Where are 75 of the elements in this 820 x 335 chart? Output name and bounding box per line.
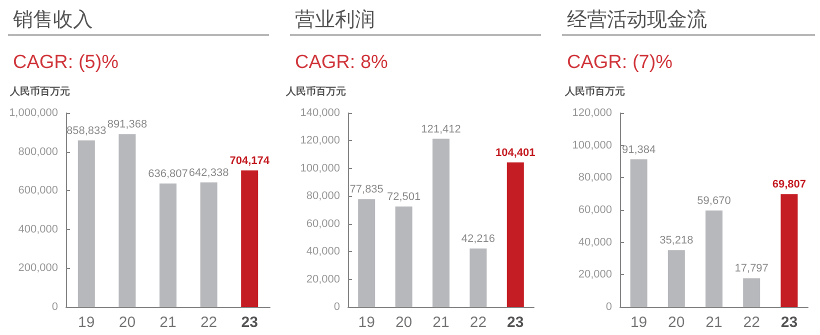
x-tick-label: 19 (630, 314, 648, 331)
data-label: 72,501 (386, 191, 421, 204)
data-label: 704,174 (230, 154, 270, 167)
bar (395, 206, 412, 307)
data-label: 642,338 (188, 166, 229, 179)
x-tick-label: 23 (780, 314, 798, 331)
chart-title: 经营活动现金流 (567, 7, 707, 31)
bar (668, 250, 685, 307)
data-label: 104,401 (496, 146, 536, 159)
bar (241, 170, 258, 307)
y-tick-label: 20,000 (578, 268, 612, 281)
bar (506, 162, 524, 307)
y-tick-label: 400,000 (18, 223, 58, 236)
y-tick-label: 100,000 (300, 162, 340, 174)
chart-title: 营业利润 (295, 7, 375, 31)
x-tick-label: 22 (470, 314, 487, 331)
chart-subtitle: CAGR: (7)% (567, 52, 673, 73)
y-tick-label: 0 (334, 301, 340, 313)
x-tick-label: 21 (706, 314, 722, 331)
bar (118, 134, 136, 307)
x-tick-label: 23 (241, 314, 258, 331)
data-label: 17,797 (734, 262, 768, 275)
y-tick-label: 100,000 (572, 139, 612, 152)
bar (743, 278, 760, 307)
x-tick-label: 21 (432, 314, 450, 331)
bar (470, 248, 487, 307)
bar (358, 199, 376, 307)
y-tick-label: 600,000 (18, 184, 58, 197)
y-tick-label: 40,000 (578, 236, 612, 248)
data-label: 77,835 (350, 184, 384, 196)
data-label: 121,412 (421, 123, 461, 136)
data-label: 59,670 (697, 195, 731, 208)
x-tick-label: 20 (118, 314, 136, 331)
data-label: 35,218 (660, 234, 694, 247)
y-tick-label: 0 (606, 301, 612, 313)
y-tick-label: 120,000 (300, 134, 340, 147)
chart-subtitle: CAGR: 8% (295, 52, 388, 73)
x-tick-label: 20 (668, 314, 685, 331)
bar (432, 138, 450, 307)
data-label: 42,216 (461, 233, 496, 245)
x-tick-label: 22 (743, 314, 760, 331)
bar (706, 210, 722, 307)
y-tick-label: 800,000 (18, 146, 58, 158)
x-tick-label: 23 (507, 314, 524, 331)
bar (160, 183, 176, 307)
y-tick-label: 200,000 (18, 262, 58, 274)
x-tick-label: 20 (395, 314, 412, 331)
data-label: 891,368 (107, 118, 148, 131)
y-axis-title: 人民币百万元 (9, 86, 70, 98)
y-tick-label: 1,000,000 (9, 107, 58, 119)
y-tick-label: 80,000 (578, 172, 612, 184)
y-tick-label: 120,000 (572, 107, 612, 119)
chart-title: 销售收入 (12, 7, 93, 31)
y-tick-label: 40,000 (306, 246, 340, 258)
bar (200, 182, 218, 307)
x-tick-label: 19 (358, 314, 375, 331)
bar (630, 159, 648, 307)
x-tick-label: 22 (200, 314, 218, 331)
data-label: 91,384 (622, 144, 656, 156)
y-tick-label: 20,000 (306, 273, 340, 286)
x-tick-label: 21 (160, 314, 176, 331)
bar (78, 140, 95, 307)
x-tick-label: 19 (78, 314, 95, 331)
chart-subtitle: CAGR: (5)% (13, 52, 119, 73)
data-label: 69,807 (772, 178, 806, 191)
y-tick-label: 140,000 (300, 107, 340, 119)
y-tick-label: 60,000 (578, 204, 612, 216)
y-axis-title: 人民币百万元 (285, 86, 346, 98)
y-tick-label: 80,000 (306, 190, 340, 202)
y-tick-label: 0 (52, 301, 58, 313)
bar (780, 194, 798, 307)
y-axis-title: 人民币百万元 (564, 86, 625, 98)
y-tick-label: 60,000 (306, 218, 340, 230)
data-label: 636,807 (148, 168, 188, 180)
data-label: 858,833 (66, 124, 106, 137)
